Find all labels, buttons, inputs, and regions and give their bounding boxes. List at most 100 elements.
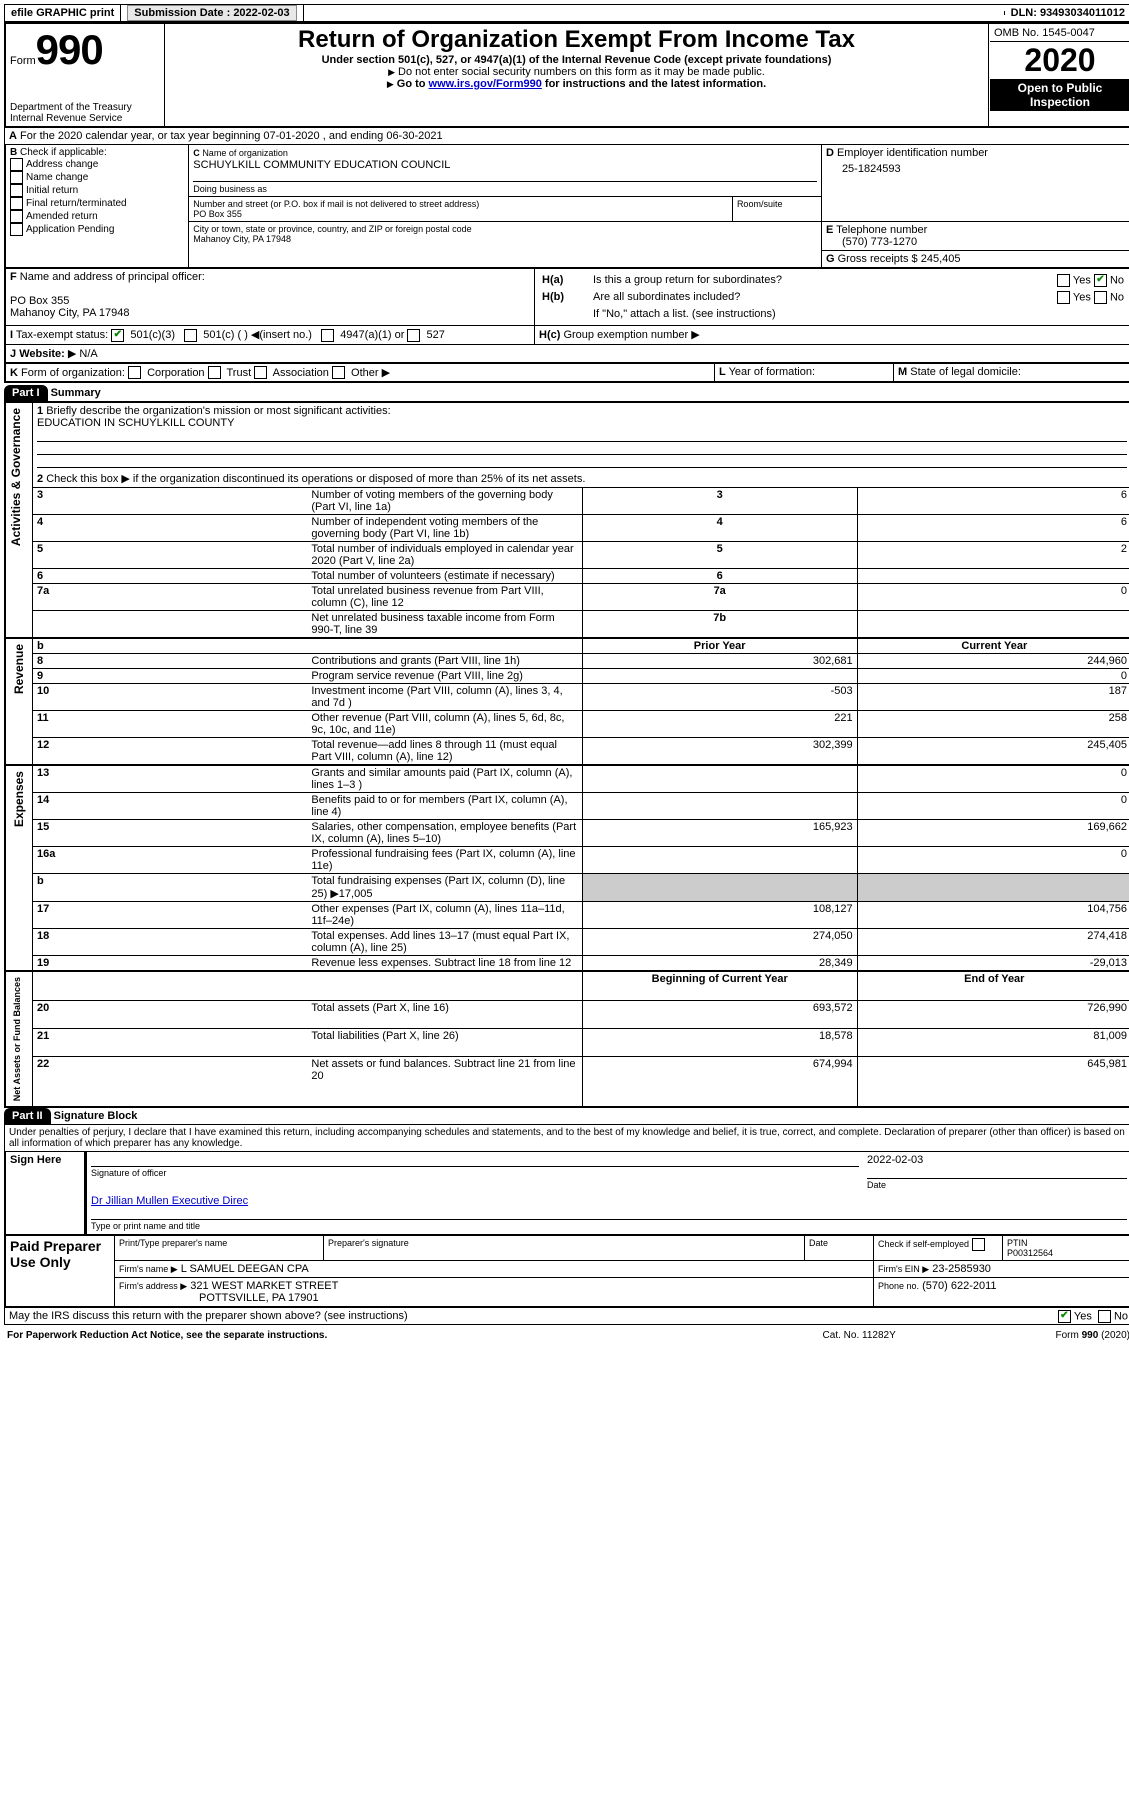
net-row-21: Total liabilities (Part X, line 26) (307, 1028, 582, 1056)
firm-name-label: Firm's name ▶ (119, 1264, 178, 1274)
addr-label: Number and street (or P.O. box if mail i… (193, 199, 479, 209)
gov-row-7b: Net unrelated business taxable income fr… (307, 611, 582, 639)
mission-text: EDUCATION IN SCHUYLKILL COUNTY (37, 417, 234, 429)
firm-ein-label: Firm's EIN ▶ (878, 1264, 929, 1274)
i-501c3[interactable] (111, 329, 124, 342)
k-label: Form of organization: (21, 367, 125, 379)
ptin-label: PTIN (1007, 1238, 1028, 1248)
i-501c[interactable] (184, 329, 197, 342)
ha-yes[interactable] (1057, 274, 1070, 287)
col-current: Current Year (961, 640, 1027, 652)
c-name-label: Name of organization (202, 148, 288, 158)
f-label: Name and address of principal officer: (20, 271, 205, 283)
form-subtitle: Under section 501(c), 527, or 4947(a)(1)… (169, 54, 984, 66)
gov-row-4: Number of independent voting members of … (307, 515, 582, 542)
b-opt-amended[interactable]: Amended return (26, 211, 98, 222)
footer: For Paperwork Reduction Act Notice, see … (4, 1327, 1129, 1344)
b-label: Check if applicable: (20, 147, 107, 158)
exp-row-16a: Professional fundraising fees (Part IX, … (307, 847, 582, 874)
ha-no[interactable] (1094, 274, 1107, 287)
vlabel-net: Net Assets or Fund Balances (10, 973, 24, 1105)
l-label: Year of formation: (729, 366, 815, 378)
prep-name-label: Print/Type preparer's name (115, 1236, 324, 1261)
prep-phone-label: Phone no. (878, 1281, 919, 1291)
prep-phone: (570) 622-2011 (922, 1280, 996, 1292)
name-title-label: Type or print name and title (91, 1221, 200, 1231)
ein-value: 25-1824593 (826, 159, 1127, 175)
hb-label: Are all subordinates included? (592, 290, 982, 305)
tax-year: 2020 (990, 42, 1129, 79)
omb-label: OMB No. 1545-0047 (990, 25, 1129, 42)
open-inspection: Open to Public Inspection (990, 79, 1129, 111)
exp-row-18: Total expenses. Add lines 13–17 (must eq… (307, 929, 582, 956)
hb-yes[interactable] (1057, 291, 1070, 304)
b-opt-final[interactable]: Final return/terminated (26, 198, 127, 209)
hb-no[interactable] (1094, 291, 1107, 304)
gov-row-3: Number of voting members of the governin… (307, 488, 582, 515)
phone-label: Telephone number (836, 224, 927, 236)
sig-date-value: 2022-02-03 (867, 1154, 923, 1166)
rev-row-12: Total revenue—add lines 8 through 11 (mu… (307, 738, 582, 766)
k-corp[interactable]: Corporation (147, 367, 204, 379)
f-addr2: Mahanoy City, PA 17948 (10, 307, 129, 319)
k-trust[interactable]: Trust (226, 367, 251, 379)
phone-value: (570) 773-1270 (826, 236, 1127, 248)
rev-row-11: Other revenue (Part VIII, column (A), li… (307, 711, 582, 738)
b-opt-address[interactable]: Address change (26, 159, 98, 170)
dba-label: Doing business as (193, 181, 817, 194)
prep-date-label: Date (805, 1236, 874, 1261)
ptin-value: P00312564 (1007, 1248, 1053, 1258)
discuss-yes[interactable] (1058, 1310, 1071, 1323)
goto-pre: Go to (397, 78, 429, 90)
dept-label: Department of the TreasuryInternal Reven… (10, 102, 160, 124)
exp-row-16b: Total fundraising expenses (Part IX, col… (307, 874, 582, 902)
l1-label: Briefly describe the organization's miss… (46, 405, 390, 417)
b-opt-pending[interactable]: Application Pending (26, 224, 114, 235)
i-label: Tax-exempt status: (16, 329, 108, 341)
sig-date-label: Date (867, 1180, 886, 1190)
gross-label: Gross receipts $ (838, 253, 918, 265)
discuss-row: May the IRS discuss this return with the… (4, 1308, 1129, 1325)
rev-row-8: Contributions and grants (Part VIII, lin… (307, 654, 582, 669)
gov-row-5: Total number of individuals employed in … (307, 542, 582, 569)
hc-label: Group exemption number (563, 329, 688, 341)
submission-date-button[interactable]: Submission Date : 2022-02-03 (127, 5, 296, 21)
i-4947[interactable] (321, 329, 334, 342)
entity-block: B Check if applicable: Address change Na… (4, 145, 1129, 269)
firm-addr2: POTTSVILLE, PA 17901 (119, 1292, 319, 1304)
form990-link[interactable]: www.irs.gov/Form990 (429, 78, 542, 90)
k-other[interactable]: Other (351, 367, 379, 379)
discuss-no[interactable] (1098, 1310, 1111, 1323)
firm-ein: 23-2585930 (932, 1263, 991, 1275)
efile-label: efile GRAPHIC print (5, 5, 121, 21)
part2-title: Signature Block (54, 1110, 138, 1122)
officer-name-link[interactable]: Dr Jillian Mullen Executive Direc (91, 1195, 248, 1207)
perjury-text: Under penalties of perjury, I declare th… (4, 1124, 1129, 1152)
exp-row-17: Other expenses (Part IX, column (A), lin… (307, 902, 582, 929)
dln-label: DLN: 93493034011012 (1005, 5, 1129, 21)
i-527[interactable] (407, 329, 420, 342)
j-label: Website: (19, 348, 65, 360)
rev-row-9: Program service revenue (Part VIII, line… (307, 669, 582, 684)
net-row-22: Net assets or fund balances. Subtract li… (307, 1056, 582, 1107)
part1-table: Activities & Governance 1 Briefly descri… (4, 401, 1129, 1108)
self-emp-cb[interactable] (972, 1238, 985, 1251)
b-opt-name[interactable]: Name change (26, 172, 88, 183)
col-end: End of Year (964, 973, 1024, 985)
klm-block: K Form of organization: Corporation Trus… (4, 364, 1129, 384)
b-opt-initial[interactable]: Initial return (26, 185, 78, 196)
self-emp-label: Check if self-employed (878, 1239, 969, 1249)
net-row-20: Total assets (Part X, line 16) (307, 1000, 582, 1028)
l2-text: Check this box ▶ if the organization dis… (46, 473, 585, 485)
vlabel-rev: Revenue (10, 640, 28, 698)
ein-label: Employer identification number (837, 147, 988, 159)
k-assoc[interactable]: Association (273, 367, 329, 379)
sign-here-label: Sign Here (10, 1154, 61, 1166)
paperwork-notice: For Paperwork Reduction Act Notice, see … (7, 1330, 327, 1341)
part1-title: Summary (51, 387, 101, 399)
goto-post: for instructions and the latest informat… (542, 78, 766, 90)
firm-name: L SAMUEL DEEGAN CPA (181, 1263, 309, 1275)
vlabel-exp: Expenses (10, 767, 28, 831)
addr-value: PO Box 355 (193, 209, 242, 219)
gov-row-6: Total number of volunteers (estimate if … (307, 569, 582, 584)
